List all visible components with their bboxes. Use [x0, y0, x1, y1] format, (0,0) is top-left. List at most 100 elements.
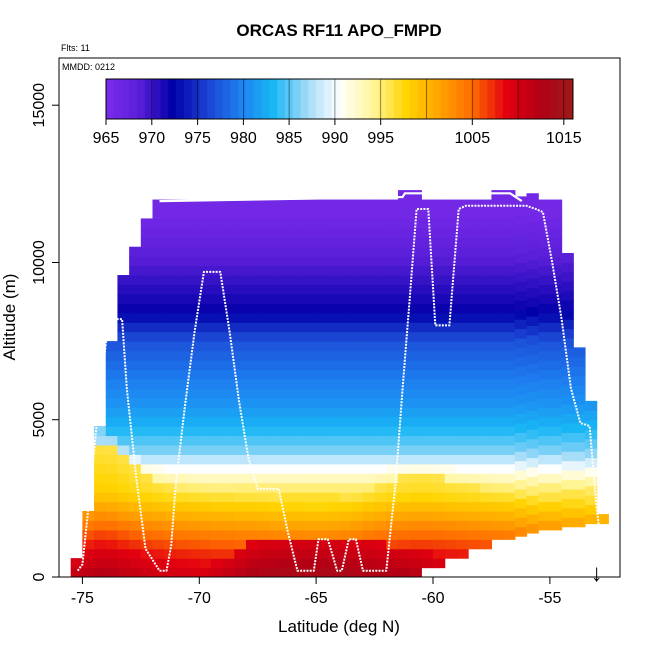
field-cell — [222, 444, 235, 455]
field-cell — [234, 303, 247, 314]
field-cell — [421, 520, 434, 531]
field-cell — [409, 416, 422, 427]
field-cell — [210, 199, 224, 210]
field-cell — [421, 539, 434, 550]
field-cell — [246, 416, 259, 427]
field-cell — [503, 322, 516, 333]
colorbar-swatch — [370, 79, 379, 119]
field-cell — [152, 454, 165, 465]
field-cell — [386, 322, 399, 333]
field-cell — [304, 341, 317, 352]
field-cell — [479, 520, 493, 531]
field-cell — [210, 397, 224, 408]
field-cell — [117, 529, 130, 540]
field-cell — [526, 495, 539, 506]
field-cell — [561, 262, 574, 273]
field-cell — [281, 473, 294, 484]
field-cell — [327, 407, 341, 418]
field-cell — [292, 529, 306, 540]
field-cell — [503, 369, 516, 380]
field-cell — [468, 454, 481, 465]
field-cell — [117, 567, 130, 577]
field-cell — [421, 369, 434, 380]
field-cell — [351, 539, 364, 550]
field-cell — [246, 567, 259, 577]
field-cell — [421, 397, 434, 408]
colorbar-swatch — [152, 79, 161, 119]
field-cell — [339, 473, 352, 484]
field-cell — [175, 284, 189, 295]
field-cell — [491, 378, 504, 389]
x-axis: -75 -70 -65 -60 -55 — [71, 577, 562, 607]
field-cell — [129, 284, 142, 295]
field-cell — [456, 275, 469, 286]
field-cell — [140, 492, 154, 503]
field-cell — [246, 435, 259, 446]
field-cell — [479, 256, 493, 267]
field-cell — [117, 293, 130, 304]
field-cell — [281, 397, 294, 408]
field-cell — [175, 369, 189, 380]
field-cell — [351, 227, 364, 238]
field-cell — [152, 246, 165, 257]
field-cell — [374, 246, 387, 257]
field-cell — [246, 350, 259, 361]
field-cell — [514, 394, 528, 405]
field-cell — [199, 293, 212, 304]
field-cell — [140, 341, 154, 352]
field-cell — [479, 246, 493, 257]
field-cell — [269, 275, 282, 286]
field-cell — [257, 529, 270, 540]
field-cell — [246, 501, 259, 512]
field-cell — [433, 463, 446, 474]
field-cell — [164, 426, 177, 437]
field-cell — [94, 539, 107, 550]
field-cell — [316, 548, 329, 559]
field-cell — [257, 482, 270, 493]
field-cell — [222, 350, 235, 361]
field-cell — [479, 539, 493, 550]
field-cell — [234, 407, 247, 418]
field-cell — [374, 529, 387, 540]
colorbar-frame — [105, 78, 574, 120]
field-cell — [246, 227, 259, 238]
field-cell — [327, 529, 341, 540]
field-cell — [257, 501, 270, 512]
field-cell — [164, 492, 177, 503]
field-cell — [444, 492, 457, 503]
field-cell — [316, 463, 329, 474]
field-cell — [514, 526, 528, 537]
field-cell — [222, 426, 235, 437]
field-cell — [503, 529, 516, 540]
field-cell — [222, 397, 235, 408]
field-cell — [538, 256, 551, 267]
field-cell — [246, 208, 259, 220]
colorbar-swatch — [518, 79, 527, 119]
colorbar-tick-label: 975 — [184, 130, 211, 147]
field-cell — [491, 473, 504, 484]
field-cell — [140, 275, 154, 286]
field-cell — [164, 378, 177, 389]
field-cell — [246, 454, 259, 465]
field-cell — [374, 284, 387, 295]
field-cell — [164, 293, 177, 304]
field-cell — [129, 293, 142, 304]
field-cell — [164, 388, 177, 399]
field-cell — [222, 359, 235, 370]
field-cell — [456, 350, 469, 361]
field-cell — [538, 227, 551, 238]
field-cell — [269, 529, 282, 540]
field-cell — [140, 237, 154, 248]
field-cell — [351, 501, 364, 512]
field-cell — [82, 539, 95, 550]
field-cell — [152, 416, 165, 427]
field-cell — [444, 275, 457, 286]
field-cell — [187, 539, 200, 550]
field-cell — [561, 328, 574, 339]
field-cell — [374, 539, 387, 550]
field-cell — [222, 558, 235, 569]
field-cell — [246, 293, 259, 304]
field-cell — [140, 454, 154, 465]
field-cell — [561, 347, 574, 358]
